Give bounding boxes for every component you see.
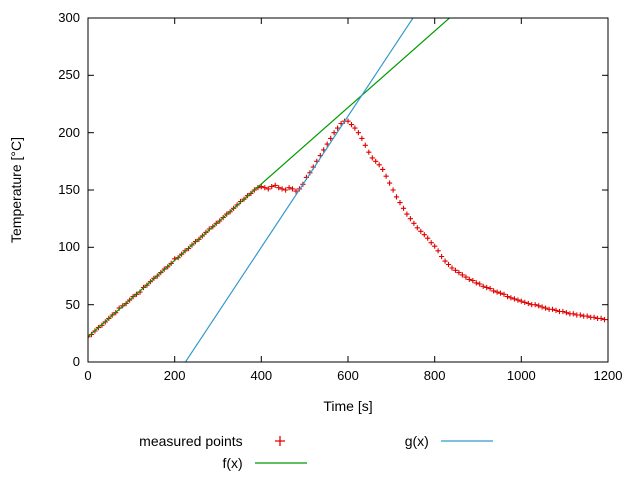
legend-label-measured-points: measured points [139,433,243,449]
y-tick-label: 150 [58,182,80,197]
x-axis-title: Time [s] [323,398,373,414]
y-tick-label: 250 [58,67,80,83]
plus-marker-icon [274,436,285,446]
measured-points-series [88,118,608,340]
y-tick-label: 0 [72,354,80,369]
axis-ticks [87,17,609,363]
x-tick-label: 800 [423,368,446,383]
y-tick-label: 100 [58,239,80,255]
x-tick-label: 600 [337,368,359,383]
x-tick-label: 1000 [506,368,536,383]
x-tick-label: 200 [163,368,186,383]
x-tick-label: 1200 [593,368,623,383]
y-tick-label: 200 [58,124,80,140]
legend: measured points g(x) f(x) [0,430,640,474]
gx-line-swatch [440,440,493,442]
legend-label-fx: f(x) [222,455,243,471]
fx-line-swatch [254,462,307,464]
y-tick-label: 300 [58,10,80,25]
y-tick-label: 50 [65,296,80,312]
plot-border [87,17,609,363]
y-axis-title: Temperature [°C] [8,137,24,243]
x-tick-label: 0 [84,368,92,383]
series-layer [88,18,608,362]
x-tick-label: 400 [250,368,273,383]
legend-label-gx: g(x) [404,433,429,449]
fx-line [88,18,451,338]
legend-grid: measured points g(x) f(x) [139,430,501,474]
measured-points-marker-swatch [274,436,285,446]
gx-line [184,18,414,362]
